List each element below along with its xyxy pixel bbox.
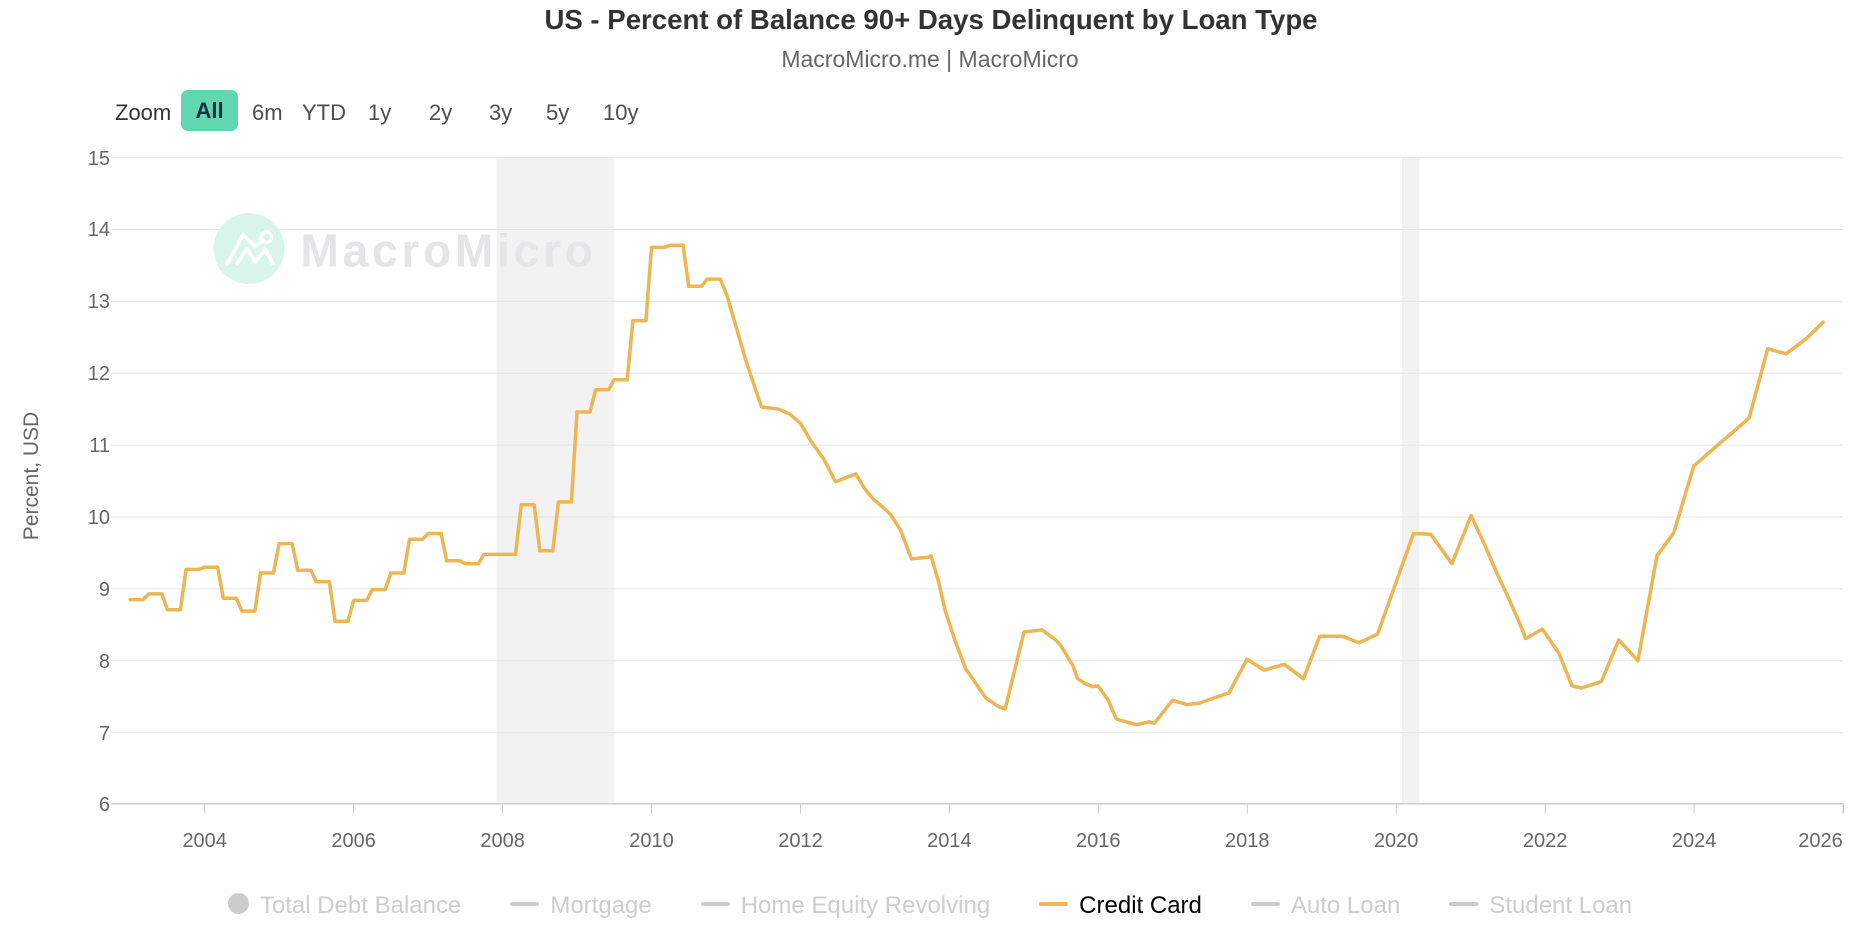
- svg-text:15: 15: [88, 148, 110, 170]
- svg-text:2026: 2026: [1798, 830, 1843, 852]
- svg-text:11: 11: [89, 435, 110, 457]
- svg-text:2006: 2006: [331, 830, 376, 852]
- svg-text:8: 8: [99, 651, 110, 673]
- svg-text:14: 14: [88, 219, 110, 241]
- svg-text:9: 9: [99, 579, 110, 601]
- svg-text:2016: 2016: [1076, 830, 1121, 852]
- svg-text:10: 10: [88, 507, 110, 529]
- svg-text:2008: 2008: [480, 830, 525, 852]
- svg-text:MacroMicro: MacroMicro: [301, 225, 597, 277]
- svg-text:2010: 2010: [629, 830, 674, 852]
- svg-text:13: 13: [88, 291, 110, 313]
- svg-text:2022: 2022: [1523, 830, 1568, 852]
- svg-text:7: 7: [99, 723, 110, 745]
- svg-text:2024: 2024: [1672, 830, 1717, 852]
- svg-text:6: 6: [99, 794, 110, 816]
- svg-text:2004: 2004: [182, 830, 227, 852]
- svg-text:2018: 2018: [1225, 830, 1270, 852]
- svg-text:12: 12: [88, 363, 110, 385]
- svg-text:Percent, USD: Percent, USD: [20, 412, 43, 540]
- svg-text:2014: 2014: [927, 830, 972, 852]
- svg-text:2012: 2012: [778, 830, 823, 852]
- svg-text:2020: 2020: [1374, 830, 1419, 852]
